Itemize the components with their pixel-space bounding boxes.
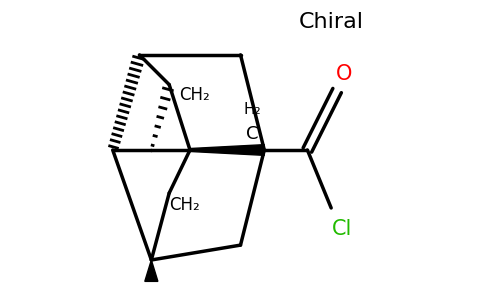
Polygon shape: [145, 260, 158, 281]
Text: Chiral: Chiral: [299, 12, 363, 32]
Text: O: O: [336, 64, 353, 84]
Text: Cl: Cl: [332, 219, 352, 239]
Text: C: C: [246, 125, 258, 143]
Polygon shape: [190, 145, 264, 155]
Text: H₂: H₂: [243, 102, 261, 117]
Text: CH₂: CH₂: [168, 196, 199, 214]
Text: CH₂: CH₂: [179, 86, 210, 104]
